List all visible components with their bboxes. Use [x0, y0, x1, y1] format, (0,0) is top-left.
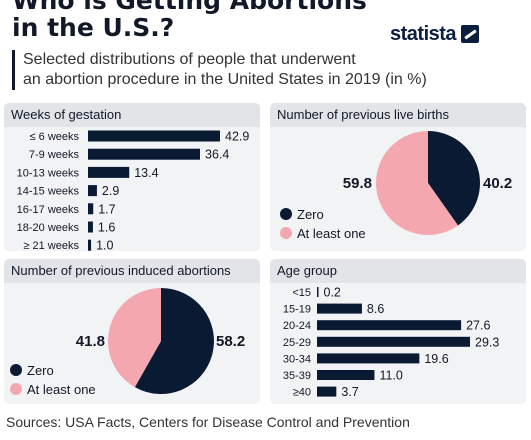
- pie-value-label: 59.8: [343, 175, 372, 192]
- panel-age-group: Age group <15 0.2 15-19 8.6 20-24 27.6 25-29 29…: [270, 259, 526, 404]
- bar-category-label: 30-34: [283, 353, 311, 365]
- source-note: Sources: USA Facts, Centers for Disease …: [6, 414, 410, 430]
- pie-slice-at-least-one: [107, 288, 161, 388]
- weeks-of-gestation-chart: ≤ 6 weeks 42.9 7-9 weeks 36.4 10-13 weeks 13.…: [17, 130, 250, 252]
- pie-value-label: 41.8: [76, 333, 105, 350]
- bar-category-label: 35-39: [283, 370, 311, 382]
- legend-label: Zero: [297, 207, 324, 222]
- subtitle-line-2: an abortion procedure in the United Stat…: [23, 71, 427, 88]
- previous-induced-abortions-chart: 58.2 41.8 Zero At least one: [10, 288, 245, 397]
- bar-value-label: 29.3: [475, 335, 499, 349]
- bar-14-15-weeks: [88, 185, 97, 197]
- bar-value-label: 1.6: [98, 221, 115, 235]
- pie-value-label: 40.2: [483, 175, 512, 192]
- bar-category-label: 15-19: [283, 304, 311, 316]
- bar-value-label: 8.6: [367, 302, 384, 316]
- bar-category-label: 14-15 weeks: [17, 186, 80, 198]
- bar-value-label: 42.9: [225, 130, 249, 144]
- bar-category-label: 16-17 weeks: [17, 204, 80, 216]
- bar-35-39: [317, 370, 375, 380]
- title-line-2: in the U.S.?: [12, 13, 175, 42]
- panel-title-previous-induced-abortions: Number of previous induced abortions: [4, 259, 260, 283]
- age-group-chart: <15 0.2 15-19 8.6 20-24 27.6 25-29 29.3 30-34 19.…: [283, 286, 500, 400]
- bar-25-29: [317, 336, 470, 347]
- previous-live-births-chart: 40.2 59.8 Zero At least one: [280, 131, 512, 241]
- bar-value-label: 11.0: [379, 369, 402, 383]
- bar-category-label: 18-20 weeks: [17, 222, 80, 234]
- bar-value-label: 2.9: [102, 184, 119, 198]
- bar-value-label: 3.7: [341, 385, 358, 399]
- bar-7-9-weeks: [88, 148, 200, 160]
- pie-slice-at-least-one: [376, 131, 459, 235]
- bar-15-19: [317, 303, 362, 314]
- legend-swatch-zero: [10, 364, 22, 376]
- bar-value-label: 19.6: [424, 352, 448, 366]
- panel-previous-induced-abortions: Number of previous induced abortions 58.…: [4, 259, 260, 404]
- legend-swatch-at-least-one: [10, 383, 22, 395]
- bar-category-label: ≥ 21 weeks: [23, 240, 79, 251]
- title-line-1: Who is Getting Abortions: [12, 0, 367, 15]
- bar-category-label: ≤ 6 weeks: [30, 131, 80, 143]
- bar-16-17-weeks: [88, 203, 94, 215]
- legend-label: At least one: [27, 382, 96, 397]
- pie-slice-zero: [428, 131, 481, 226]
- legend-swatch-at-least-one: [280, 227, 292, 239]
- bar-value-label: 13.4: [134, 166, 158, 180]
- pie-value-label: 58.2: [216, 333, 245, 350]
- bar-category-label: 20-24: [283, 320, 311, 332]
- panel-weeks-of-gestation: Weeks of gestation ≤ 6 weeks 42.9 7-9 week…: [4, 103, 260, 251]
- bar-6-weeks: [88, 130, 220, 142]
- statista-logo-icon: [461, 25, 480, 43]
- panel-title-previous-live-births: Number of previous live births: [270, 103, 526, 127]
- bar-10-13-weeks: [88, 166, 130, 178]
- chart-title: Who is Getting Abortions in the U.S.?: [12, 0, 367, 41]
- bar-category-label: ≥40: [293, 387, 311, 399]
- bar-18-20-weeks: [88, 221, 93, 233]
- bar-category-label: 7-9 weeks: [29, 149, 80, 161]
- legend-label: At least one: [297, 226, 366, 241]
- chart-subtitle: Selected distributions of people that un…: [12, 50, 427, 90]
- panel-title-age-group: Age group: [270, 259, 526, 283]
- legend-label: Zero: [27, 363, 54, 378]
- bar-40: [317, 386, 337, 397]
- bar-category-label: 10-13 weeks: [17, 167, 80, 179]
- bar-category-label: 25-29: [283, 337, 311, 349]
- bar-30-34: [317, 353, 420, 364]
- pie-slice-zero: [134, 288, 214, 394]
- panel-previous-live-births: Number of previous live births 40.2 59.8 Z…: [270, 103, 526, 251]
- panel-title-weeks-of-gestation: Weeks of gestation: [4, 103, 260, 127]
- bar-value-label: 1.0: [96, 239, 113, 251]
- bar-value-label: 1.7: [98, 202, 115, 216]
- bar-value-label: 0.2: [324, 286, 341, 300]
- bar-20-24: [317, 320, 462, 331]
- bar-21-weeks: [88, 239, 92, 251]
- bar-15: [317, 287, 319, 297]
- bar-value-label: 36.4: [205, 148, 229, 162]
- bar-value-label: 27.6: [466, 319, 490, 333]
- statista-logo: statista: [390, 22, 480, 45]
- subtitle-line-1: Selected distributions of people that un…: [23, 51, 356, 68]
- legend-swatch-zero: [280, 208, 292, 220]
- bar-category-label: <15: [292, 287, 311, 299]
- brand-name: statista: [390, 22, 457, 45]
